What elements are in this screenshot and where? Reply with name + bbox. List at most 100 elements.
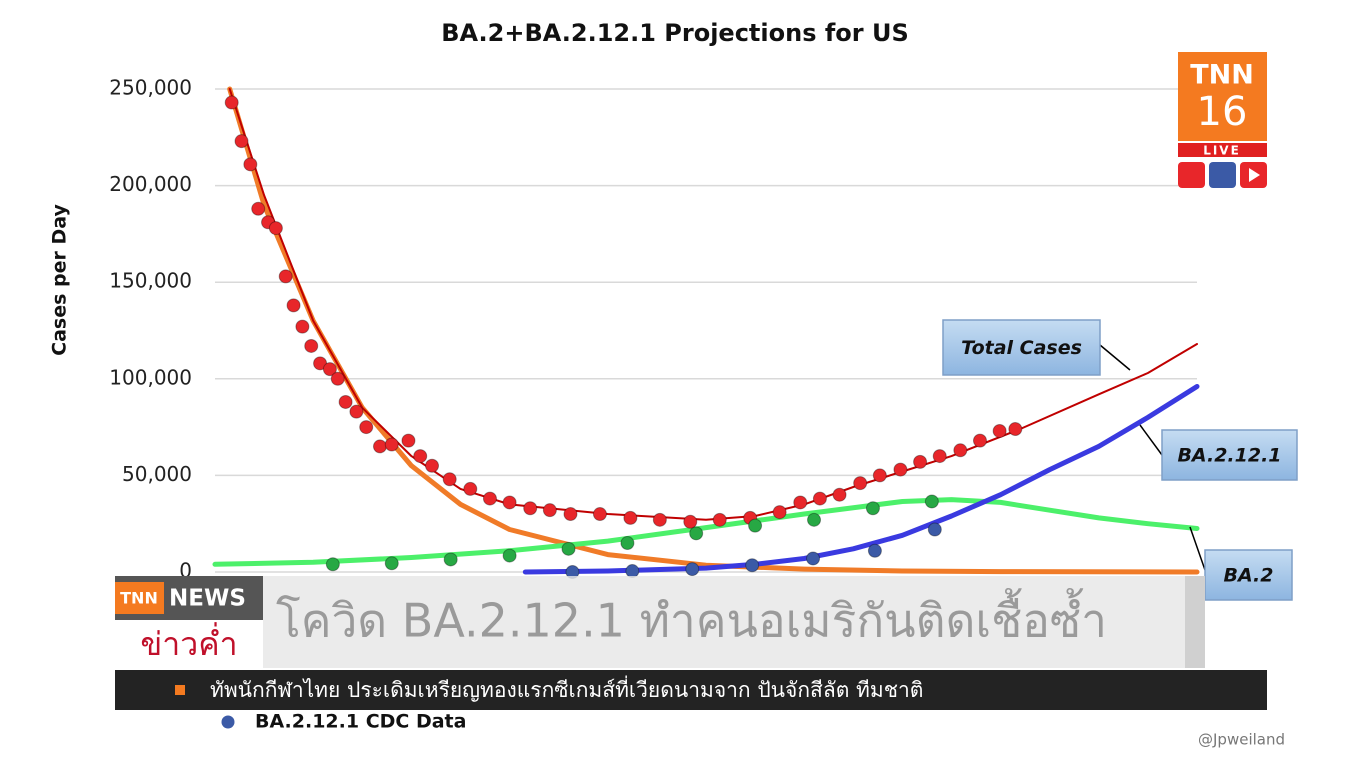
data-point [563, 507, 578, 522]
program: NEWS [169, 586, 246, 612]
logo-channel: 16 [1197, 89, 1248, 135]
data-point [932, 449, 947, 464]
data-point [807, 512, 822, 527]
data-point [924, 494, 939, 509]
data-point [359, 420, 374, 435]
ticker-bar [115, 670, 1267, 710]
data-point [689, 526, 704, 541]
data-point [322, 362, 337, 377]
data-point [745, 558, 760, 573]
data-point [927, 522, 942, 537]
data-point [893, 462, 908, 477]
callout-label: BA.2 [1224, 565, 1274, 587]
callout-box [942, 319, 1101, 376]
legend-label: BA.2.12.1 CDC Data [255, 711, 466, 733]
news-banner: โควิด BA.2.12.1 ทำคนอเมริกันติดเชื้อซ้ำ … [115, 576, 1267, 710]
y-tick-label: 50,000 [122, 462, 192, 486]
brand: TNN [120, 589, 158, 608]
data-point [372, 439, 387, 454]
data-point [913, 454, 928, 469]
data-point [867, 543, 882, 558]
data-point [523, 501, 538, 516]
show-box [115, 620, 263, 668]
data-point [502, 495, 517, 510]
data-point [872, 468, 887, 483]
data-point [853, 476, 868, 491]
data-point [443, 552, 458, 567]
data-point [243, 157, 258, 172]
data-point [251, 201, 266, 216]
data-point [425, 458, 440, 473]
data-point [623, 510, 638, 525]
data-point [313, 356, 328, 371]
data-point [592, 507, 607, 522]
data-point [349, 404, 364, 419]
callout-arrow [1099, 344, 1131, 371]
data-point [304, 338, 319, 353]
callout-arrow [1139, 424, 1163, 456]
data-point [413, 449, 428, 464]
data-point [832, 487, 847, 502]
data-point [234, 134, 249, 149]
show-name: ข่าวค่ำ [140, 622, 237, 663]
data-point [812, 491, 827, 506]
data-point [865, 501, 880, 516]
data-point [712, 512, 727, 527]
callout-label: BA.2.12.1 [1177, 445, 1281, 467]
callout-box [1161, 429, 1298, 481]
logo-brand: TNN [1190, 60, 1254, 91]
data-point [286, 298, 301, 313]
data-point [338, 394, 353, 409]
data-point [748, 518, 763, 533]
live-bar [1178, 143, 1267, 157]
data-point [463, 481, 478, 496]
stripe [1185, 576, 1205, 668]
y-tick-label: 250,000 [109, 76, 192, 100]
data-point [772, 505, 787, 520]
logo-box [1178, 52, 1267, 141]
data-point [953, 443, 968, 458]
data-point [295, 319, 310, 334]
data-point [401, 433, 416, 448]
plot [212, 86, 1200, 579]
data-point [442, 472, 457, 487]
data-point [482, 491, 497, 506]
callout-arrow [1189, 526, 1206, 571]
icon [1209, 162, 1236, 188]
credit: @Jpweiland [1198, 731, 1285, 749]
data-point [224, 95, 239, 110]
callout-box [1204, 549, 1293, 601]
annotations: Total Cases BA.2.12.1 BA.2 [942, 319, 1298, 601]
data-point [625, 564, 640, 579]
data-point [685, 562, 700, 577]
ticker-text: ทัพนักกีฬาไทย ประเดิมเหรียญทองแรกซีเกมส์… [210, 675, 923, 702]
data-point [278, 269, 293, 284]
data-point [652, 512, 667, 527]
series-line [212, 497, 1200, 567]
data-point [620, 536, 635, 551]
data-point [561, 541, 576, 556]
callout-label: Total Cases [961, 337, 1082, 359]
brand-tag [115, 582, 164, 614]
data-point [683, 514, 698, 529]
headline-box [263, 576, 1205, 668]
icon-glyph [1249, 168, 1260, 182]
data-point [542, 503, 557, 518]
data-point [1008, 422, 1023, 437]
data-point [384, 556, 399, 571]
data-point [972, 433, 987, 448]
chart-title: BA.2+BA.2.12.1 Projections for US [441, 19, 909, 47]
channel-logo: TNN 16 LIVE [1178, 52, 1267, 188]
data-point [330, 371, 345, 386]
icon [1178, 162, 1205, 188]
legend: BA.2.12.1 CDC Data [221, 711, 466, 733]
legend-marker [221, 715, 235, 729]
data-point [806, 551, 821, 566]
data-point [325, 557, 340, 572]
y-tick-label: 150,000 [109, 269, 192, 293]
data-point [502, 548, 517, 563]
data-point [992, 423, 1007, 438]
data-point [384, 437, 399, 452]
data-point [268, 221, 283, 236]
